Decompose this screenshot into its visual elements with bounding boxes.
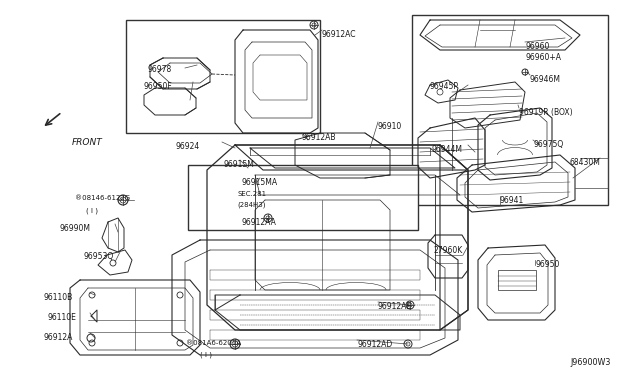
Text: 96945P: 96945P (430, 82, 459, 91)
Bar (126, 20, 320, 133)
Text: 96960+A: 96960+A (525, 53, 561, 62)
Text: 96912AE: 96912AE (378, 302, 412, 311)
Text: ®081A6-6201A: ®081A6-6201A (186, 340, 241, 346)
Text: 96990M: 96990M (60, 224, 91, 233)
Text: 96924: 96924 (175, 142, 199, 151)
Text: 96912AA: 96912AA (241, 218, 276, 227)
Text: 96919R (BOX): 96919R (BOX) (519, 108, 573, 117)
Text: 27960K: 27960K (433, 246, 462, 255)
Text: 96978: 96978 (148, 65, 172, 74)
Bar (498, 270, 536, 290)
Text: 96944M: 96944M (432, 145, 463, 154)
Text: 96960: 96960 (525, 42, 549, 51)
Text: 68430M: 68430M (569, 158, 600, 167)
Text: 96912AC: 96912AC (322, 30, 356, 39)
Text: 96915MA: 96915MA (242, 178, 278, 187)
Text: 96110E: 96110E (47, 313, 76, 322)
Text: 96946M: 96946M (530, 75, 561, 84)
Text: 96110B: 96110B (44, 293, 73, 302)
Text: ( I ): ( I ) (200, 352, 212, 359)
Text: J96900W3: J96900W3 (570, 358, 611, 367)
Bar (188, 165, 418, 230)
Text: 96912AB: 96912AB (302, 133, 337, 142)
Text: ®08146-6122G: ®08146-6122G (75, 195, 130, 201)
Text: 96950F: 96950F (143, 82, 172, 91)
Text: 96910: 96910 (378, 122, 403, 131)
Text: (284H3): (284H3) (237, 202, 266, 208)
Text: SEC.281: SEC.281 (237, 191, 266, 197)
Text: 96915M: 96915M (223, 160, 254, 169)
Text: 96912A: 96912A (44, 333, 74, 342)
Text: 96941: 96941 (500, 196, 524, 205)
Text: 96950: 96950 (535, 260, 559, 269)
Text: FRONT: FRONT (72, 138, 103, 147)
Text: 96975Q: 96975Q (533, 140, 563, 149)
Bar (412, 15, 608, 205)
Text: 96953Q: 96953Q (83, 252, 113, 261)
Text: 96912AD: 96912AD (357, 340, 392, 349)
Text: ( I ): ( I ) (86, 207, 98, 214)
